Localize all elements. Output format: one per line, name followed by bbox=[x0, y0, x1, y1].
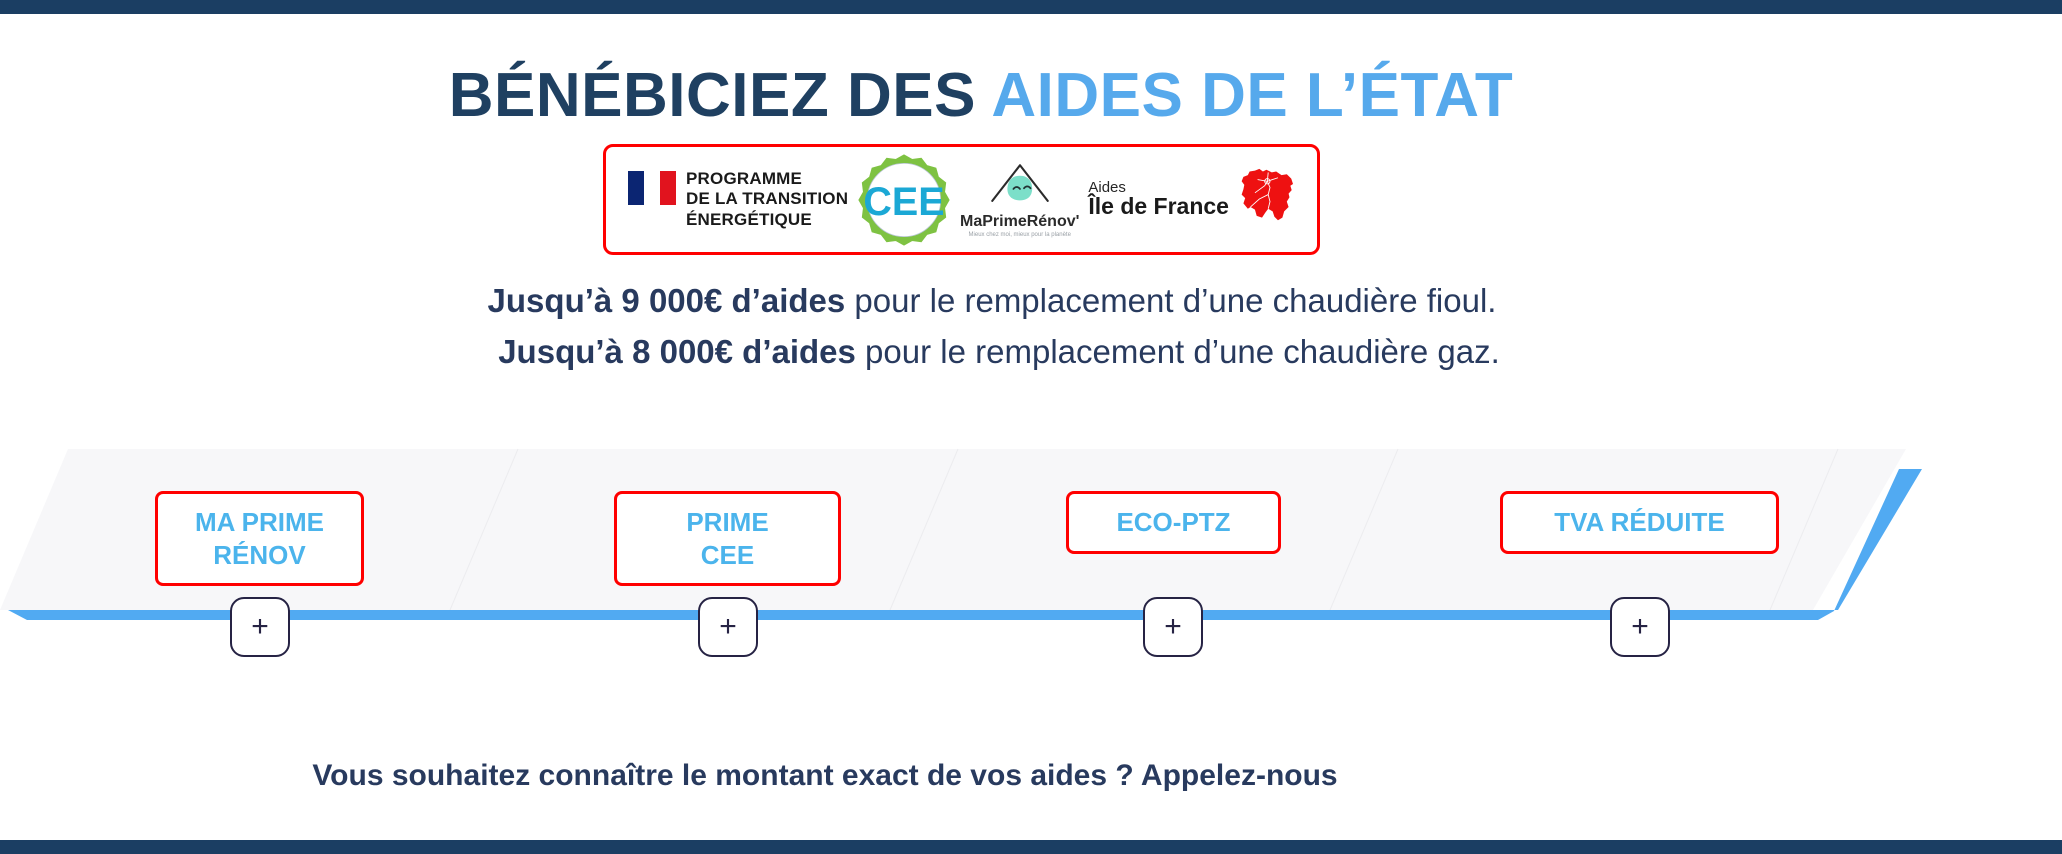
svg-text:CEE: CEE bbox=[864, 180, 945, 224]
